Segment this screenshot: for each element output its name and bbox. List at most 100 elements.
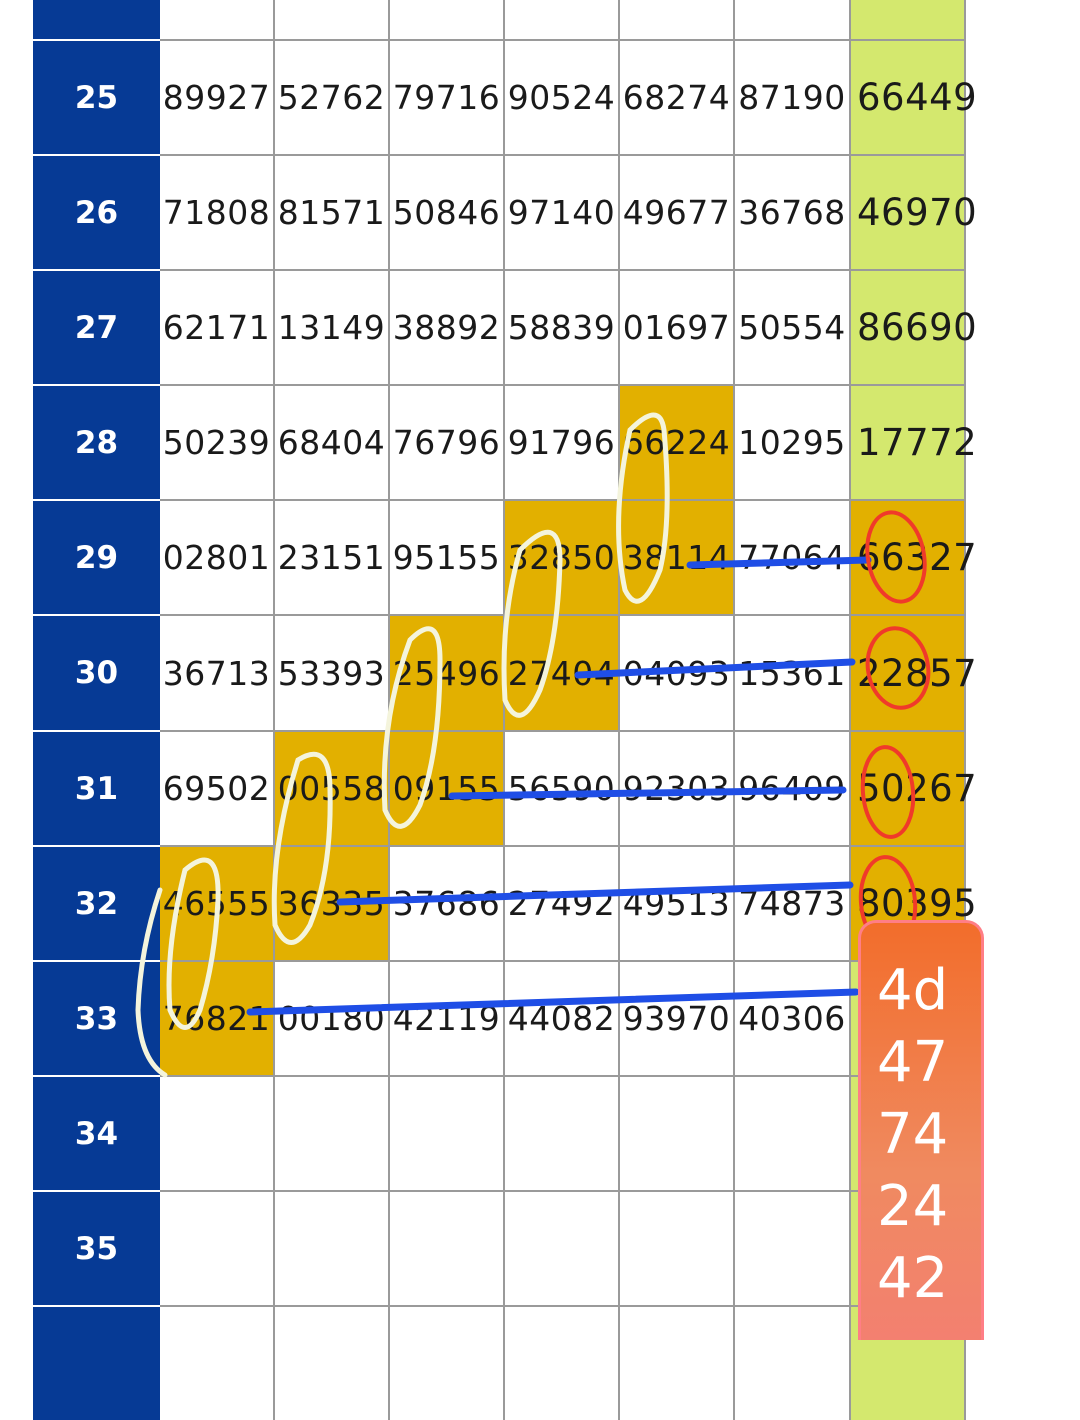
number-cell [390, 1190, 505, 1305]
number-cell: 90524 [505, 39, 620, 154]
number-cell: 46555 [160, 845, 275, 960]
number-cell [390, 1075, 505, 1190]
number-cell: 27492 [505, 845, 620, 960]
number-cell [160, 1075, 275, 1190]
prediction-line: 24 [877, 1174, 949, 1239]
number-cell: 53393 [275, 614, 390, 730]
prediction-note: 4d 47 74 24 42 [858, 920, 984, 1340]
number-cell: 36768 [735, 154, 851, 269]
number-cell: 37686 [390, 845, 505, 960]
row-number [33, 1305, 160, 1420]
number-cell [735, 0, 851, 39]
result-cell: 66327 [851, 499, 977, 614]
number-cell [620, 0, 735, 39]
number-cell: 97140 [505, 154, 620, 269]
number-cell [390, 1305, 505, 1420]
number-cell [505, 1190, 620, 1305]
number-cell: 44082 [505, 960, 620, 1075]
number-cell: 93970 [620, 960, 735, 1075]
number-cell: 50239 [160, 384, 275, 499]
number-cell: 01697 [620, 269, 735, 384]
number-cell: 40306 [735, 960, 851, 1075]
number-cell [160, 1190, 275, 1305]
number-cell: 76796 [390, 384, 505, 499]
prediction-line: 42 [877, 1246, 949, 1311]
number-cell: 32850 [505, 499, 620, 614]
number-cell [735, 1305, 851, 1420]
prediction-line: 4d [877, 958, 949, 1023]
row-number: 33 [33, 960, 160, 1075]
number-cell: 36713 [160, 614, 275, 730]
number-cell: 91796 [505, 384, 620, 499]
number-cell: 87190 [735, 39, 851, 154]
number-cell: 49677 [620, 154, 735, 269]
number-cell: 77064 [735, 499, 851, 614]
result-cell [851, 0, 966, 39]
number-cell [275, 0, 390, 39]
prediction-line: 74 [877, 1102, 949, 1167]
number-cell: 92303 [620, 730, 735, 845]
number-cell [735, 1075, 851, 1190]
number-cell: 62171 [160, 269, 275, 384]
number-cell [275, 1075, 390, 1190]
number-cell: 50846 [390, 154, 505, 269]
number-cell: 68404 [275, 384, 390, 499]
result-cell: 50267 [851, 730, 977, 845]
row-number: 28 [33, 384, 160, 499]
number-cell: 89927 [160, 39, 275, 154]
number-cell: 50554 [735, 269, 851, 384]
number-cell: 49513 [620, 845, 735, 960]
row-number: 35 [33, 1190, 160, 1305]
result-cell: 66449 [851, 39, 977, 154]
number-cell: 15361 [735, 614, 851, 730]
number-cell: 36335 [275, 845, 390, 960]
number-cell [160, 0, 275, 39]
number-cell: 38892 [390, 269, 505, 384]
row-number: 26 [33, 154, 160, 269]
result-cell: 22857 [851, 614, 977, 730]
number-cell: 42119 [390, 960, 505, 1075]
row-number: 29 [33, 499, 160, 614]
row-number: 25 [33, 39, 160, 154]
number-cell [620, 1190, 735, 1305]
result-cell: 17772 [851, 384, 977, 499]
number-cell: 09155 [390, 730, 505, 845]
number-cell: 69502 [160, 730, 275, 845]
number-cell [275, 1305, 390, 1420]
row-number: 27 [33, 269, 160, 384]
number-cell: 00558 [275, 730, 390, 845]
number-cell: 71808 [160, 154, 275, 269]
number-cell: 79716 [390, 39, 505, 154]
number-cell: 13149 [275, 269, 390, 384]
number-cell: 96409 [735, 730, 851, 845]
prediction-line: 47 [877, 1030, 949, 1095]
row-number: 32 [33, 845, 160, 960]
row-number: 30 [33, 614, 160, 730]
number-cell [620, 1305, 735, 1420]
result-cell: 86690 [851, 269, 977, 384]
result-cell: 46970 [851, 154, 977, 269]
number-cell: 81571 [275, 154, 390, 269]
number-cell: 58839 [505, 269, 620, 384]
number-cell [505, 1075, 620, 1190]
number-cell: 25496 [390, 614, 505, 730]
number-cell: 23151 [275, 499, 390, 614]
number-cell: 76821 [160, 960, 275, 1075]
number-cell: 04093 [620, 614, 735, 730]
number-cell: 74873 [735, 845, 851, 960]
number-cell [160, 1305, 275, 1420]
number-cell: 02801 [160, 499, 275, 614]
number-cell: 10295 [735, 384, 851, 499]
number-cell: 52762 [275, 39, 390, 154]
number-cell: 56590 [505, 730, 620, 845]
number-cell [505, 0, 620, 39]
number-cell [275, 1190, 390, 1305]
number-cell: 38114 [620, 499, 735, 614]
row-number: 31 [33, 730, 160, 845]
number-cell [505, 1305, 620, 1420]
number-cell [735, 1190, 851, 1305]
row-number [33, 0, 160, 39]
row-number: 34 [33, 1075, 160, 1190]
number-cell: 95155 [390, 499, 505, 614]
number-cell: 66224 [620, 384, 735, 499]
